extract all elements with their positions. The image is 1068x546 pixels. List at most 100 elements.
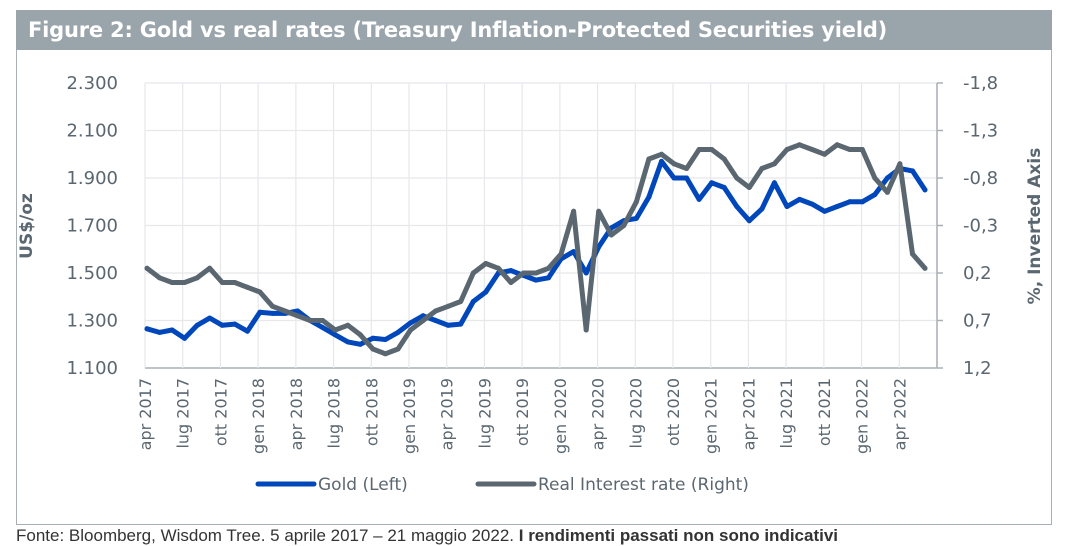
series-line-real-rate-point [433,308,439,314]
y-tick-left: 2.300 [66,73,118,94]
series-line-real-rate-point [483,261,489,266]
y-axis-left: 2.300 2.100 1.900 1.700 1.500 1.300 1.100 [66,73,118,379]
y-tick-left: 1.500 [66,263,118,284]
x-tick: gen 2022 [853,378,872,454]
series-lines [144,142,928,357]
series-line-gold-point [847,199,853,205]
series-line-gold-point [834,204,840,209]
series-line-real-rate-point [270,303,275,309]
series-line-gold-point [859,199,865,205]
x-tick: ott 2021 [815,378,834,446]
series-line-real-rate [144,142,928,357]
series-line-gold-point [646,194,652,200]
series-line-gold-point [784,204,790,209]
series-line-gold-point [470,299,476,304]
series-line-real-rate-point [295,313,301,319]
series-line-gold-point [809,201,815,207]
series-line-gold-point [207,315,213,321]
x-tick: ott 2018 [362,378,381,446]
series-line-real-rate-point [320,318,326,323]
y-tick-left: 1.700 [66,216,118,237]
source-disclaimer: I rendimenti passati non sono indicativi [518,526,839,545]
x-tick: ott 2019 [513,378,532,446]
series-line-real-rate-point [859,147,865,152]
series-line-real-rate-point [684,166,690,171]
series-line-gold-point [295,308,301,314]
series-line-gold-point [771,180,777,186]
source-note: Fonte: Bloomberg, Wisdom Tree. 5 aprile … [16,526,838,546]
series-line-gold-point [458,321,464,327]
x-tick: gen 2020 [551,378,570,454]
x-tick: ott 2020 [664,378,683,446]
series-line-gold-point [533,277,539,283]
series-line-real-rate-point [257,289,263,295]
y-tick-right: -1,3 [963,121,998,142]
series-line-real-rate-point [408,327,413,333]
series-line-gold-point [445,322,451,328]
series-line-real-rate-point [797,142,802,148]
series-line-real-rate-point [558,251,564,257]
source-text: Fonte: Bloomberg, Wisdom Tree. 5 aprile … [16,526,515,545]
series-line-real-rate-point [583,327,589,333]
series-line-gold-point [270,310,275,316]
legend: Gold (Left) Real Interest rate (Right) [255,475,749,495]
series-line-real-rate-point [659,151,664,157]
series-line-gold-point [382,337,388,342]
series-line-real-rate-point [219,280,225,285]
series-line-real-rate-point [784,147,790,152]
x-tick: ott 2017 [211,378,230,446]
series-line-gold-point [671,175,677,181]
series-line-gold-point [922,187,928,193]
series-line-gold-point [182,335,188,341]
series-line-real-rate-point [822,151,828,157]
series-line-real-rate-point [633,199,639,205]
series-line-real-rate-point [872,175,878,181]
x-tick: gen 2021 [702,378,721,454]
series-line-gold-point [157,329,162,335]
x-tick: apr 2022 [890,378,909,450]
series-line-gold-point [872,192,878,198]
series-line-real-rate-point [734,175,740,181]
x-tick: lug 2021 [777,378,796,449]
series-line-gold-point [709,180,715,186]
series-line-real-rate-point [897,161,903,167]
x-tick: apr 2020 [589,378,608,450]
series-line-real-rate-point [521,270,526,276]
series-line-gold-point [194,322,200,328]
x-tick: lug 2017 [174,378,193,449]
series-line-real-rate-point [508,280,514,285]
y-tick-left: 2.100 [66,121,118,142]
y-axis-left-title: US$/oz [17,193,37,259]
series-line-real-rate-point [144,265,150,271]
series-line-real-rate-point [357,332,363,338]
series-line-real-rate-point [608,232,614,238]
series-line-gold-point [508,268,514,274]
series-line-gold-point [633,215,639,221]
series-line-real-rate-point [533,270,539,276]
chart-frame [16,50,1052,525]
chart: 2.300 2.100 1.900 1.700 1.500 1.300 1.100 -1,8… [17,73,1045,495]
series-line-real-rate-point [282,308,288,314]
series-line-gold-point [684,175,690,181]
series-line-real-rate-point [671,161,677,167]
series-line-real-rate-point [495,265,501,271]
series-line-real-rate-point [546,265,551,271]
x-tick: apr 2021 [739,378,758,450]
series-line-real-rate-point [646,156,652,162]
series-line-gold-point [910,168,915,174]
series-line-real-rate-point [847,147,853,152]
grid [144,82,938,369]
x-tick: apr 2018 [287,378,306,450]
y-tick-right: 1,2 [963,358,992,379]
series-line-real-rate-point [621,223,627,228]
series-line-real-rate-point [771,161,777,167]
series-line-gold-point [345,339,351,345]
series-line-gold-point [721,185,727,190]
series-line-gold-point [483,289,489,295]
series-line-gold-point [408,320,413,326]
series-line-real-rate-point [194,275,200,281]
series-line-gold-point [659,158,664,164]
x-tick: gen 2019 [400,378,419,454]
x-tick: apr 2017 [136,378,155,450]
y-tick-left: 1.900 [66,168,118,189]
